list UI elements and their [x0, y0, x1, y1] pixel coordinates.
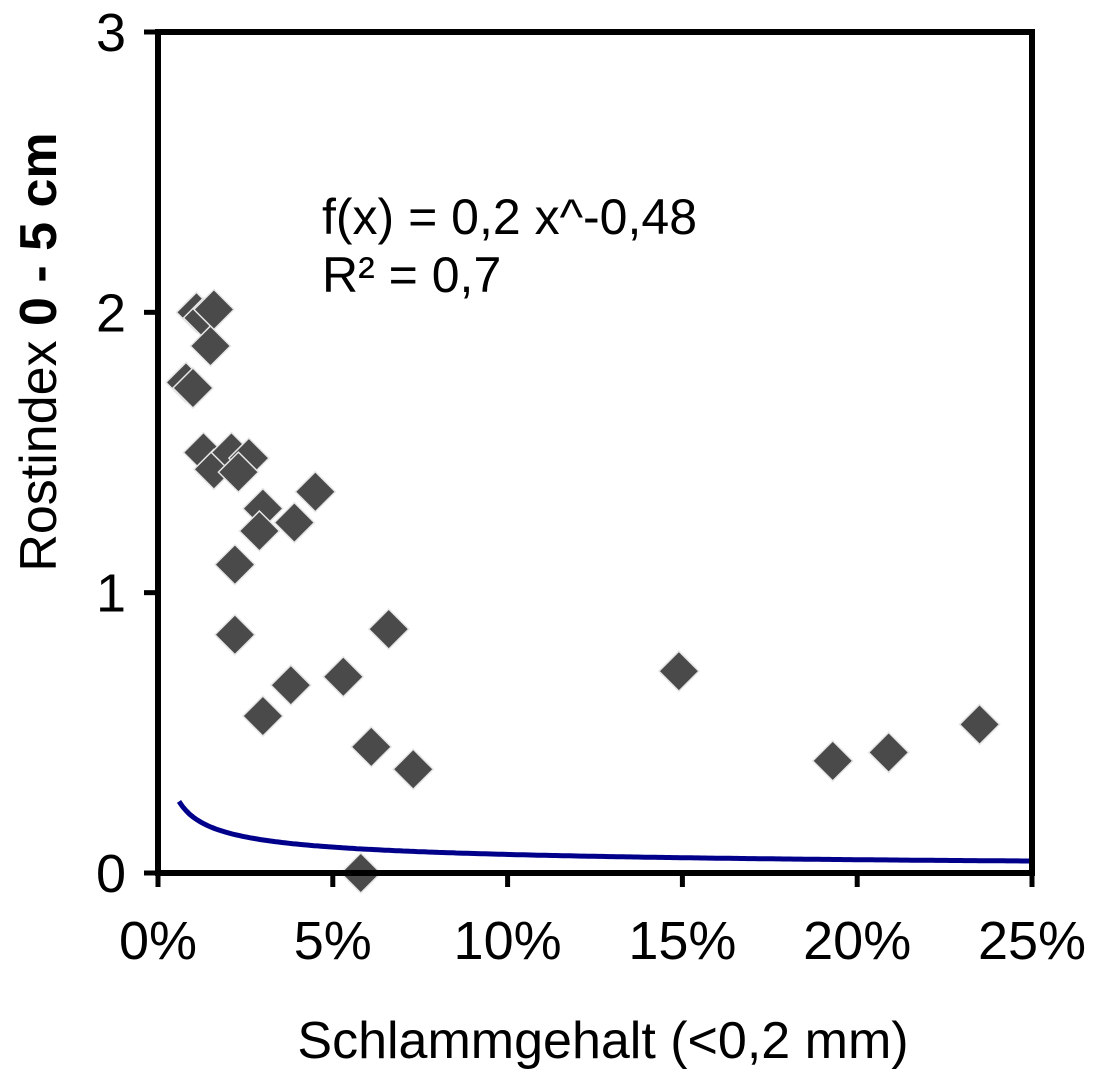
- data-point: [294, 470, 337, 513]
- y-axis-title-main: Rostindex: [10, 326, 68, 572]
- data-point: [269, 664, 312, 707]
- x-tick-label: 5%: [294, 911, 372, 971]
- data-point: [657, 650, 700, 693]
- x-tick-label: 20%: [803, 911, 911, 971]
- y-tick-label: 1: [96, 564, 126, 624]
- y-tick-label: 2: [96, 283, 126, 343]
- y-tick-label: 0: [96, 844, 126, 904]
- data-point: [171, 366, 215, 410]
- r-squared: R² = 0,7: [322, 247, 501, 303]
- tick-labels: 0% 5% 10% 15% 20% 25% 0 1 2 3: [96, 3, 1086, 971]
- data-point: [367, 608, 410, 651]
- data-point: [238, 509, 281, 553]
- x-tick-label: 0%: [119, 911, 197, 971]
- x-tick-label: 15%: [628, 911, 736, 971]
- trend-line: [176, 799, 1032, 864]
- x-tick-label: 10%: [454, 911, 562, 971]
- x-tick-label: 25%: [978, 911, 1086, 971]
- trend-equation: f(x) = 0,2 x^-0,48: [322, 189, 697, 245]
- data-point: [392, 748, 435, 791]
- y-axis-title-depth: 0 - 5 cm: [10, 132, 68, 326]
- data-point: [350, 725, 393, 768]
- data-point: [867, 731, 910, 774]
- data-point: [322, 655, 365, 698]
- data-point: [217, 451, 260, 494]
- plot-frame: [155, 29, 1035, 876]
- y-axis-title: Rostindex 0 - 5 cm: [10, 132, 68, 571]
- data-point: [811, 739, 854, 782]
- data-point: [273, 501, 316, 544]
- x-axis-title: Schlammgehalt (<0,2 mm): [297, 1012, 908, 1070]
- data-point: [213, 613, 256, 656]
- data-point: [189, 324, 232, 368]
- data-point: [213, 543, 256, 586]
- data-point: [241, 694, 284, 738]
- axis-ticks: [144, 29, 1035, 887]
- y-tick-label: 3: [96, 3, 126, 63]
- data-points: [164, 288, 1001, 895]
- data-point: [958, 703, 1001, 746]
